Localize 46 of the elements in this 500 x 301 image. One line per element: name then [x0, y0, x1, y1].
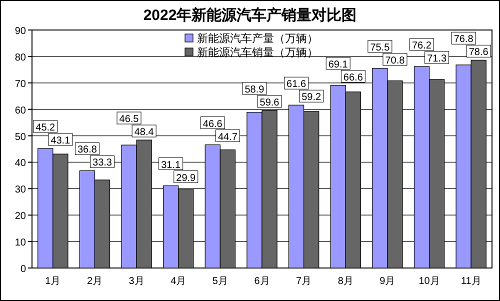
x-tick-label: 7月: [296, 276, 312, 287]
data-label: 45.2: [36, 122, 56, 134]
data-label: 76.8: [454, 34, 474, 46]
x-tick-label: 3月: [128, 276, 144, 287]
y-tick-label: 80: [14, 52, 26, 64]
x-tick-label: 9月: [380, 276, 396, 287]
y-tick-label: 90: [14, 26, 26, 37]
data-label: 78.6: [468, 47, 489, 58]
x-tick-label: 10月: [418, 276, 440, 287]
data-label: 75.5: [370, 42, 390, 54]
data-label: 48.4: [134, 127, 154, 138]
chart-title: 2022年新能源汽车产销量对比图: [143, 6, 357, 24]
data-label: 36.8: [77, 144, 98, 156]
y-tick-label: 40: [14, 158, 26, 170]
data-label: 76.2: [412, 40, 432, 52]
data-label: 69.1: [328, 59, 348, 70]
x-tick-label: 11月: [460, 276, 482, 287]
y-tick-label: 30: [14, 184, 26, 196]
data-label: 58.9: [244, 84, 265, 96]
data-label: 44.7: [218, 132, 238, 143]
x-tick-label: 2月: [86, 276, 103, 287]
data-label: 46.5: [119, 114, 140, 126]
y-tick-label: 10: [14, 238, 26, 249]
data-label: 66.6: [343, 72, 364, 84]
x-tick-label: 6月: [254, 276, 270, 287]
data-label: 33.3: [92, 158, 112, 169]
y-tick-label: 50: [14, 132, 26, 143]
x-tick-label: 8月: [338, 276, 354, 287]
data-label: 61.6: [286, 79, 306, 90]
x-tick-label: 5月: [212, 276, 228, 287]
data-label: 71.3: [427, 53, 447, 64]
y-tick-label: 60: [14, 105, 26, 116]
data-label: 43.1: [50, 135, 71, 146]
x-tick-label: 4月: [170, 276, 186, 287]
data-label: 31.1: [161, 160, 182, 171]
legend-label: 新能源汽车产量（万辆）: [197, 32, 318, 45]
y-tick-label: 70: [14, 78, 26, 90]
data-label: 29.9: [176, 172, 196, 184]
data-label: 59.6: [260, 97, 280, 108]
y-tick-label: 20: [14, 211, 26, 222]
y-tick-label: 0: [20, 264, 26, 275]
data-label: 70.8: [385, 55, 406, 66]
data-label: 46.6: [202, 118, 223, 130]
legend-label: 新能源汽车销量（万辆）: [197, 46, 318, 59]
x-tick-label: 1月: [45, 276, 61, 287]
data-label: 59.2: [302, 92, 322, 104]
